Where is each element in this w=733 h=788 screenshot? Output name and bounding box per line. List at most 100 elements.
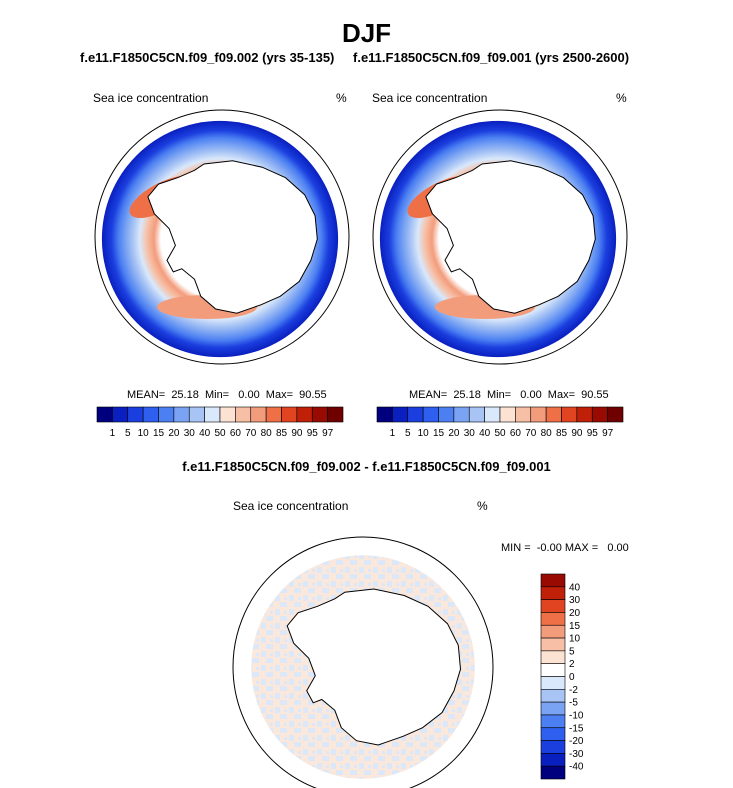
case-b-colorbar-swatch [468, 406, 485, 423]
diff-colorbar-tick-label: 20 [569, 608, 581, 619]
case-b-colorbar-tick-label: 97 [602, 428, 614, 439]
diff-colorbar-tick-label: 2 [569, 659, 575, 670]
case-b-colorbar-swatch [607, 406, 624, 423]
case-b-colorbar-swatch [392, 406, 409, 423]
case-a-colorbar-tick-label: 85 [276, 428, 288, 439]
case-b-colorbar-swatch [515, 406, 532, 423]
case-a-colorbar-tick-label: 70 [245, 428, 257, 439]
case-b-colorbar-tick-label: 15 [433, 428, 445, 439]
diff-colorbar-swatch [540, 727, 566, 741]
case-a-colorbar-swatch [204, 406, 221, 423]
case-a-colorbar-tick-label: 30 [184, 428, 196, 439]
case-a-colorbar-swatch [327, 406, 344, 423]
case-a-colorbar-tick-label: 40 [199, 428, 211, 439]
diff-colorbar-tick-label: 15 [569, 621, 581, 632]
diff-colorbar-swatch [540, 753, 566, 767]
case-b-colorbar-tick-label: 5 [405, 428, 411, 439]
diff-colorbar-swatch [540, 637, 566, 652]
case-b-colorbar-swatch [484, 406, 501, 423]
diff-colorbar-tick-label: -15 [569, 723, 584, 734]
case-b-colorbar-tick-label: 70 [525, 428, 537, 439]
diff-colorbar-tick-label: 30 [569, 595, 581, 606]
diff-map-antarctica [286, 588, 462, 746]
diff-colorbar-tick-label: -5 [569, 698, 578, 709]
case-a-colorbar-tick-label: 80 [261, 428, 273, 439]
diff-colorbar-swatch [540, 689, 566, 703]
diff-map-map-border [232, 536, 494, 788]
diff-colorbar-swatch [540, 573, 566, 588]
diff-colorbar-swatch [540, 624, 566, 639]
case-b-colorbar-swatch [376, 406, 393, 423]
case-a-colorbar-swatch [127, 406, 144, 423]
case-b-colorbar-swatch [545, 406, 562, 423]
diff-colorbar-swatch [540, 612, 566, 626]
case-a-colorbar-tick-label: 97 [322, 428, 334, 439]
diff-colorbar-tick-label: -2 [569, 685, 578, 696]
case-a-colorbar-swatch [96, 406, 113, 423]
case-a-colorbar-swatch [142, 406, 159, 423]
diff-colorbar-tick-label: 5 [569, 646, 575, 657]
case-b-colorbar-tick-label: 1 [390, 428, 396, 439]
case-a-colorbar-tick-label: 15 [153, 428, 165, 439]
diff-colorbar-swatch [540, 663, 566, 677]
case-a-colorbar-tick-label: 10 [138, 428, 150, 439]
case-a-colorbar-swatch [311, 406, 328, 423]
case-a-colorbar-tick-label: 90 [291, 428, 303, 439]
diff-colorbar-tick-label: -10 [569, 710, 584, 721]
diff-colorbar-swatch [540, 676, 566, 690]
case-a-map-map-border [94, 109, 350, 365]
case-b-colorbar-swatch [530, 406, 547, 423]
case-a-colorbar-swatch [250, 406, 267, 423]
case-a-units-label: % [336, 91, 347, 105]
diff-colorbar-tick-label: -30 [569, 749, 584, 760]
case-b-colorbar-tick-label: 30 [464, 428, 476, 439]
diff-colorbar-swatch [540, 740, 566, 754]
diff-variable-label: Sea ice concentration [233, 499, 349, 513]
case-b-colorbar-tick-label: 95 [587, 428, 599, 439]
case-b-map-antarctica [425, 160, 596, 314]
case-b-colorbar-swatch [407, 406, 424, 423]
case-a-colorbar-tick-label: 95 [307, 428, 319, 439]
case-b-colorbar-swatch [561, 406, 578, 423]
case-a-colorbar-tick-label: 50 [214, 428, 226, 439]
case-a-colorbar-swatch [112, 406, 129, 423]
diff-colorbar-tick-label: -20 [569, 736, 584, 747]
diff-colorbar-swatch [540, 650, 566, 664]
case-a-colorbar-tick-label: 60 [230, 428, 242, 439]
diff-colorbar-tick-label: 0 [569, 672, 575, 683]
diff-colorbar-tick-label: -40 [569, 762, 584, 773]
diff-colorbar-tick-label: 40 [569, 582, 581, 593]
case-b-colorbar-tick-label: 20 [448, 428, 460, 439]
case-a-stats: MEAN= 25.18 Min= 0.00 Max= 90.55 [127, 389, 327, 401]
case-b-colorbar-swatch [591, 406, 608, 423]
case-a-variable-label: Sea ice concentration [93, 91, 209, 105]
case-b-colorbar-tick-label: 40 [479, 428, 491, 439]
case-b-map-map-border [372, 109, 628, 365]
case-a-colorbar-tick-label: 20 [168, 428, 180, 439]
case-a-colorbar-swatch [265, 406, 282, 423]
diff-title: f.e11.F1850C5CN.f09_f09.002 - f.e11.F185… [182, 459, 551, 474]
diff-units-label: % [477, 499, 488, 513]
case-b-colorbar-tick-label: 60 [510, 428, 522, 439]
case-b-colorbar-tick-label: 85 [556, 428, 568, 439]
case-b-colorbar-swatch [499, 406, 516, 423]
case-b-stats: MEAN= 25.18 Min= 0.00 Max= 90.55 [409, 389, 609, 401]
case-b-units-label: % [616, 91, 627, 105]
case-a-colorbar-swatch [158, 406, 175, 423]
case-b-colorbar-swatch [453, 406, 470, 423]
case-a-colorbar-swatch [219, 406, 236, 423]
diff-colorbar-swatch [540, 599, 566, 613]
case-b-colorbar-tick-label: 10 [418, 428, 430, 439]
case-a-title: f.e11.F1850C5CN.f09_f09.002 (yrs 35-135) [80, 50, 335, 65]
page-title: DJF [341, 18, 392, 48]
diff-stats: MIN = -0.00 MAX = 0.00 [501, 542, 629, 554]
case-a-colorbar-swatch [173, 406, 190, 423]
case-b-colorbar-swatch [576, 406, 593, 423]
case-a-colorbar-swatch [281, 406, 298, 423]
case-a-map-antarctica [147, 160, 318, 314]
case-b-colorbar-swatch [422, 406, 439, 423]
case-b-colorbar-swatch [438, 406, 455, 423]
diff-colorbar-swatch [540, 714, 566, 729]
case-a-colorbar-swatch [235, 406, 252, 423]
